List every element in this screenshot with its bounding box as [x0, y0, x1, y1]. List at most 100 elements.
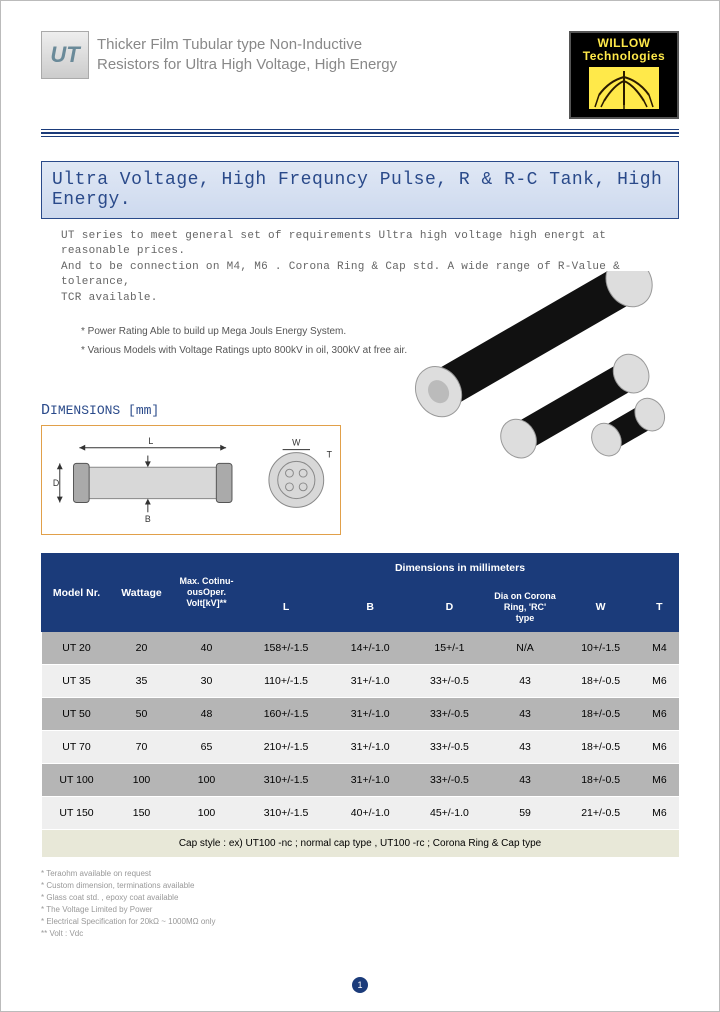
- cell-L: 110+/-1.5: [242, 665, 331, 698]
- table-row: UT 505048160+/-1.531+/-1.033+/-0.54318+/…: [42, 698, 679, 731]
- cell-D: 33+/-0.5: [410, 764, 489, 797]
- cell-corona: 43: [489, 731, 561, 764]
- ut-badge-icon: UT: [41, 31, 89, 79]
- note-4: * The Voltage Limited by Power: [41, 904, 679, 916]
- cell-B: 31+/-1.0: [331, 764, 410, 797]
- cell-W: 18+/-0.5: [561, 698, 640, 731]
- title-block: UT Thicker Film Tubular type Non-Inducti…: [41, 31, 569, 79]
- cell-corona: 59: [489, 797, 561, 830]
- cell-model: UT 20: [42, 632, 112, 665]
- note-2: * Custom dimension, terminations availab…: [41, 880, 679, 892]
- note-6: ** Volt : Vdc: [41, 928, 679, 940]
- svg-text:D: D: [53, 478, 59, 488]
- cell-model: UT 100: [42, 764, 112, 797]
- cell-L: 210+/-1.5: [242, 731, 331, 764]
- table-row: UT 707065210+/-1.531+/-1.033+/-0.54318+/…: [42, 731, 679, 764]
- th-T: T: [640, 582, 678, 631]
- header-row: UT Thicker Film Tubular type Non-Inducti…: [41, 31, 679, 119]
- brand-name-2: Technologies: [571, 50, 677, 63]
- cell-W: 21+/-0.5: [561, 797, 640, 830]
- table-footer-cap-style: Cap style : ex) UT100 -nc ; normal cap t…: [42, 830, 679, 858]
- svg-text:L: L: [148, 436, 153, 446]
- cell-L: 158+/-1.5: [242, 632, 331, 665]
- th-B: B: [331, 582, 410, 631]
- cell-model: UT 150: [42, 797, 112, 830]
- svg-text:T: T: [327, 449, 332, 459]
- th-corona: Dia on Corona Ring, 'RC' type: [489, 582, 561, 631]
- note-3: * Glass coat std. , epoxy coat available: [41, 892, 679, 904]
- cell-watt: 70: [112, 731, 172, 764]
- header-rule: [41, 129, 679, 137]
- cell-corona: 43: [489, 764, 561, 797]
- cell-B: 14+/-1.0: [331, 632, 410, 665]
- cell-model: UT 35: [42, 665, 112, 698]
- cell-W: 18+/-0.5: [561, 665, 640, 698]
- cell-L: 310+/-1.5: [242, 764, 331, 797]
- table-row: UT 202040158+/-1.514+/-1.015+/-1N/A10+/-…: [42, 632, 679, 665]
- dimension-diagram: L D B W T: [41, 425, 341, 535]
- th-dims-group: Dimensions in millimeters: [242, 553, 679, 582]
- cell-D: 33+/-0.5: [410, 731, 489, 764]
- cell-corona: 43: [489, 698, 561, 731]
- title-line-2: Resistors for Ultra High Voltage, High E…: [97, 55, 397, 75]
- cell-T: M6: [640, 665, 678, 698]
- footnotes: * Teraohm available on request * Custom …: [41, 868, 679, 940]
- note-5: * Electrical Specification for 20kΩ ~ 10…: [41, 916, 679, 928]
- cell-T: M6: [640, 797, 678, 830]
- note-1: * Teraohm available on request: [41, 868, 679, 880]
- cell-kv: 30: [172, 665, 242, 698]
- cell-watt: 150: [112, 797, 172, 830]
- cell-watt: 100: [112, 764, 172, 797]
- cell-W: 10+/-1.5: [561, 632, 640, 665]
- cell-D: 33+/-0.5: [410, 698, 489, 731]
- cell-watt: 20: [112, 632, 172, 665]
- table-row: UT 100100100310+/-1.531+/-1.033+/-0.5431…: [42, 764, 679, 797]
- cell-watt: 35: [112, 665, 172, 698]
- cell-B: 31+/-1.0: [331, 665, 410, 698]
- spec-table: Model Nr. Wattage Max. Cotinu- ousOper. …: [41, 553, 679, 858]
- cell-kv: 65: [172, 731, 242, 764]
- dims-label-initial: D: [41, 402, 50, 419]
- th-L: L: [242, 582, 331, 631]
- cell-D: 33+/-0.5: [410, 665, 489, 698]
- cell-kv: 100: [172, 764, 242, 797]
- cell-L: 310+/-1.5: [242, 797, 331, 830]
- cell-watt: 50: [112, 698, 172, 731]
- th-maxvolt: Max. Cotinu- ousOper. Volt[kV]**: [172, 553, 242, 631]
- svg-text:W: W: [293, 438, 302, 448]
- page-number: 1: [352, 977, 368, 993]
- cell-B: 31+/-1.0: [331, 698, 410, 731]
- cell-D: 45+/-1.0: [410, 797, 489, 830]
- cell-kv: 100: [172, 797, 242, 830]
- svg-text:B: B: [145, 514, 151, 524]
- cell-L: 160+/-1.5: [242, 698, 331, 731]
- cell-W: 18+/-0.5: [561, 731, 640, 764]
- cell-W: 18+/-0.5: [561, 764, 640, 797]
- cell-B: 31+/-1.0: [331, 731, 410, 764]
- th-W: W: [561, 582, 640, 631]
- table-row: UT 150150100310+/-1.540+/-1.045+/-1.0592…: [42, 797, 679, 830]
- logo-tree-icon: [589, 67, 659, 109]
- cell-model: UT 70: [42, 731, 112, 764]
- cell-model: UT 50: [42, 698, 112, 731]
- page-title: Thicker Film Tubular type Non-Inductive …: [97, 35, 397, 76]
- cell-T: M4: [640, 632, 678, 665]
- intro-line-1: UT series to meet general set of require…: [61, 229, 659, 260]
- title-line-1: Thicker Film Tubular type Non-Inductive: [97, 35, 397, 55]
- table-row: UT 353530110+/-1.531+/-1.033+/-0.54318+/…: [42, 665, 679, 698]
- hero-heading: Ultra Voltage, High Frequncy Pulse, R & …: [41, 161, 679, 219]
- cell-kv: 40: [172, 632, 242, 665]
- cell-B: 40+/-1.0: [331, 797, 410, 830]
- cell-corona: 43: [489, 665, 561, 698]
- th-D: D: [410, 582, 489, 631]
- cell-T: M6: [640, 698, 678, 731]
- cell-D: 15+/-1: [410, 632, 489, 665]
- brand-logo: WILLOW Technologies: [569, 31, 679, 119]
- th-wattage: Wattage: [112, 553, 172, 631]
- cell-T: M6: [640, 764, 678, 797]
- cell-T: M6: [640, 731, 678, 764]
- dims-label-rest: IMENSIONS [mm]: [50, 403, 159, 418]
- th-model: Model Nr.: [42, 553, 112, 631]
- cell-corona: N/A: [489, 632, 561, 665]
- product-photo-icon: [369, 271, 669, 491]
